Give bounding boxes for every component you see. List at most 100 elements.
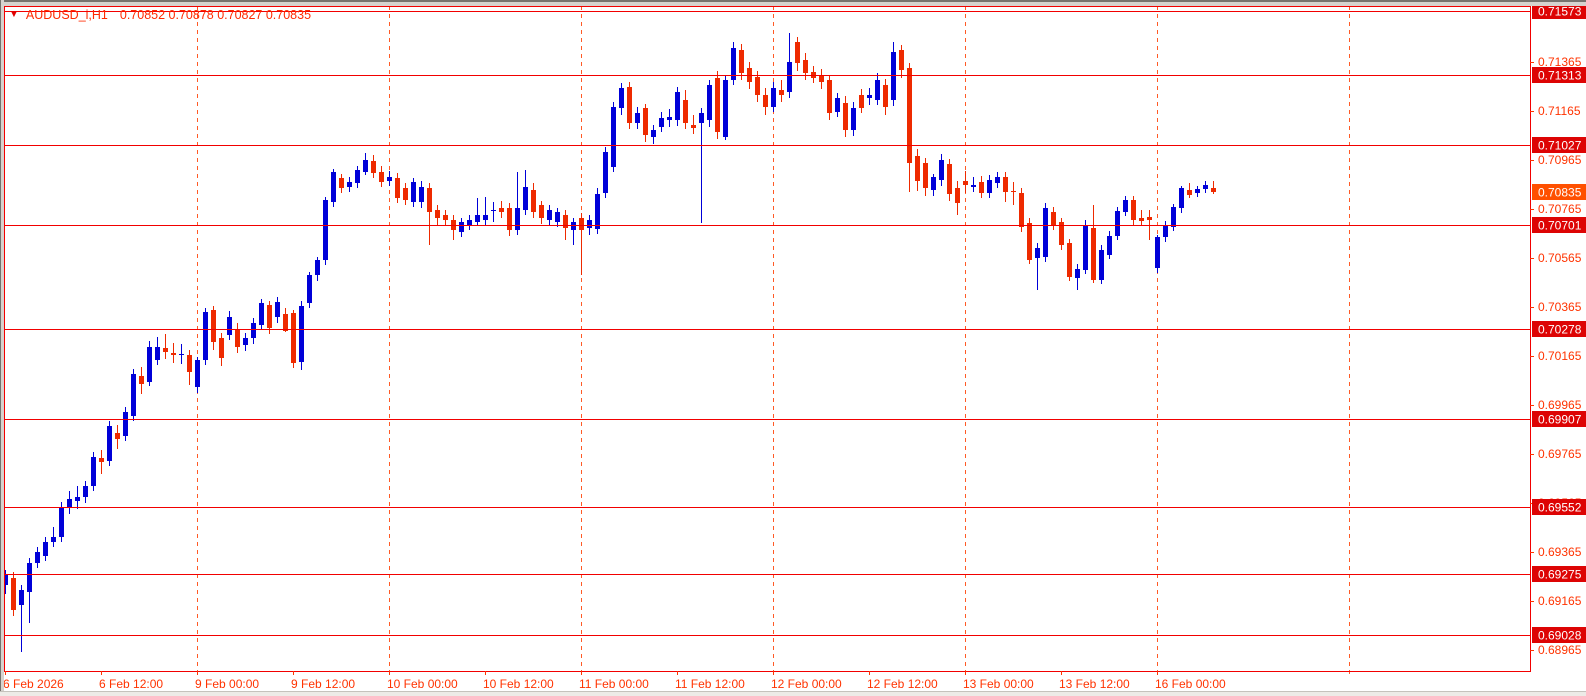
candle-body (795, 42, 800, 63)
candle-body (443, 215, 448, 220)
candle-body (699, 113, 704, 123)
y-tick-label: 0.70965 (1538, 153, 1582, 167)
y-tick-label: 0.70165 (1538, 349, 1582, 363)
candle-body (1211, 188, 1216, 192)
candle-body (979, 182, 984, 193)
candle-body (459, 222, 464, 232)
candle-body (867, 95, 872, 98)
x-tick-label: 6 Feb 2026 (3, 677, 64, 691)
candle-body (563, 215, 568, 228)
candle-body (627, 87, 632, 123)
y-tick-label: 0.71365 (1538, 55, 1582, 69)
candle-body (475, 215, 480, 222)
candle-body (707, 85, 712, 120)
candle-body (67, 499, 72, 507)
candle-body (243, 338, 248, 345)
candle-body (803, 60, 808, 73)
candle-body (323, 200, 328, 260)
level-price-badge-label: 0.69552 (1538, 501, 1582, 515)
candle-body (347, 182, 352, 187)
candle-body (179, 354, 184, 355)
candle-body (1115, 211, 1120, 236)
candle-body (1099, 250, 1104, 280)
candle-body (123, 412, 128, 436)
candle-body (787, 62, 792, 92)
candle-body (83, 486, 88, 497)
candle-body (723, 80, 728, 137)
candle-body (483, 215, 488, 220)
level-price-badge (1532, 321, 1586, 337)
x-tick-label: 6 Feb 12:00 (99, 677, 163, 691)
candle-body (827, 80, 832, 113)
candle-body (1067, 243, 1072, 277)
candle-body (675, 92, 680, 120)
candle-body (99, 458, 104, 462)
level-price-badge (1532, 411, 1586, 427)
ohlc-readout: 0.70852 0.70878 0.70827 0.70835 (119, 8, 312, 22)
candle-body (1195, 189, 1200, 193)
candle-body (595, 194, 600, 229)
level-price-badge-label: 0.71027 (1538, 139, 1582, 153)
y-tick-label: 0.70365 (1538, 300, 1582, 314)
candle-body (1163, 225, 1168, 237)
candle-body (307, 275, 312, 303)
candle-body (75, 497, 80, 501)
candle-body (219, 338, 224, 358)
candle-body (955, 188, 960, 203)
candle-body (259, 303, 264, 325)
level-price-badge (1532, 566, 1586, 582)
candle-body (987, 180, 992, 193)
x-tick-label: 12 Feb 12:00 (867, 677, 938, 691)
candle-body (547, 210, 552, 220)
x-tick-label: 11 Feb 00:00 (579, 677, 649, 691)
candle-body (1171, 207, 1176, 227)
candle-body (1155, 237, 1160, 268)
candle-body (1011, 191, 1016, 192)
candle-body (27, 563, 32, 592)
candle-body (1147, 217, 1152, 220)
candle-body (859, 95, 864, 108)
candle-body (907, 68, 912, 163)
level-price-badge (1532, 499, 1586, 515)
candle-body (915, 156, 920, 181)
x-tick-label: 13 Feb 12:00 (1059, 677, 1130, 691)
candle-body (195, 360, 200, 387)
candle-body (331, 172, 336, 202)
level-price-badge-label: 0.69275 (1538, 568, 1582, 582)
candle-body (11, 578, 16, 610)
candle-body (499, 208, 504, 212)
candle-body (539, 205, 544, 218)
candle-body (755, 77, 760, 95)
candle-body (131, 374, 136, 416)
candle-body (995, 177, 1000, 183)
candle-body (683, 100, 688, 123)
candle-body (187, 355, 192, 372)
candle-body (1051, 212, 1056, 225)
candle-body (1075, 269, 1080, 278)
candle-body (939, 160, 944, 180)
candle-body (555, 212, 560, 222)
window-top-edge (0, 0, 1586, 6)
window-left-edge (0, 0, 4, 696)
candle-body (227, 317, 232, 335)
y-tick-label: 0.69165 (1538, 594, 1582, 608)
candle-body (315, 260, 320, 275)
candle-body (283, 314, 288, 331)
candle-body (211, 310, 216, 342)
candle-body (507, 208, 512, 230)
current-price-badge-label: 0.70835 (1538, 186, 1582, 200)
candle-body (171, 353, 176, 355)
candle-body (371, 161, 376, 173)
candle-body (163, 348, 168, 352)
plot-area[interactable] (4, 6, 1530, 671)
candle-body (147, 347, 152, 382)
candle-body (523, 187, 528, 210)
level-price-badge-label: 0.69028 (1538, 629, 1582, 643)
candle-body (43, 542, 48, 556)
candle-body (107, 426, 112, 461)
candle-body (411, 182, 416, 202)
window-bottom-edge (0, 691, 1586, 696)
x-tick-label: 9 Feb 00:00 (195, 677, 259, 691)
level-price-badge-label: 0.70701 (1538, 219, 1582, 233)
